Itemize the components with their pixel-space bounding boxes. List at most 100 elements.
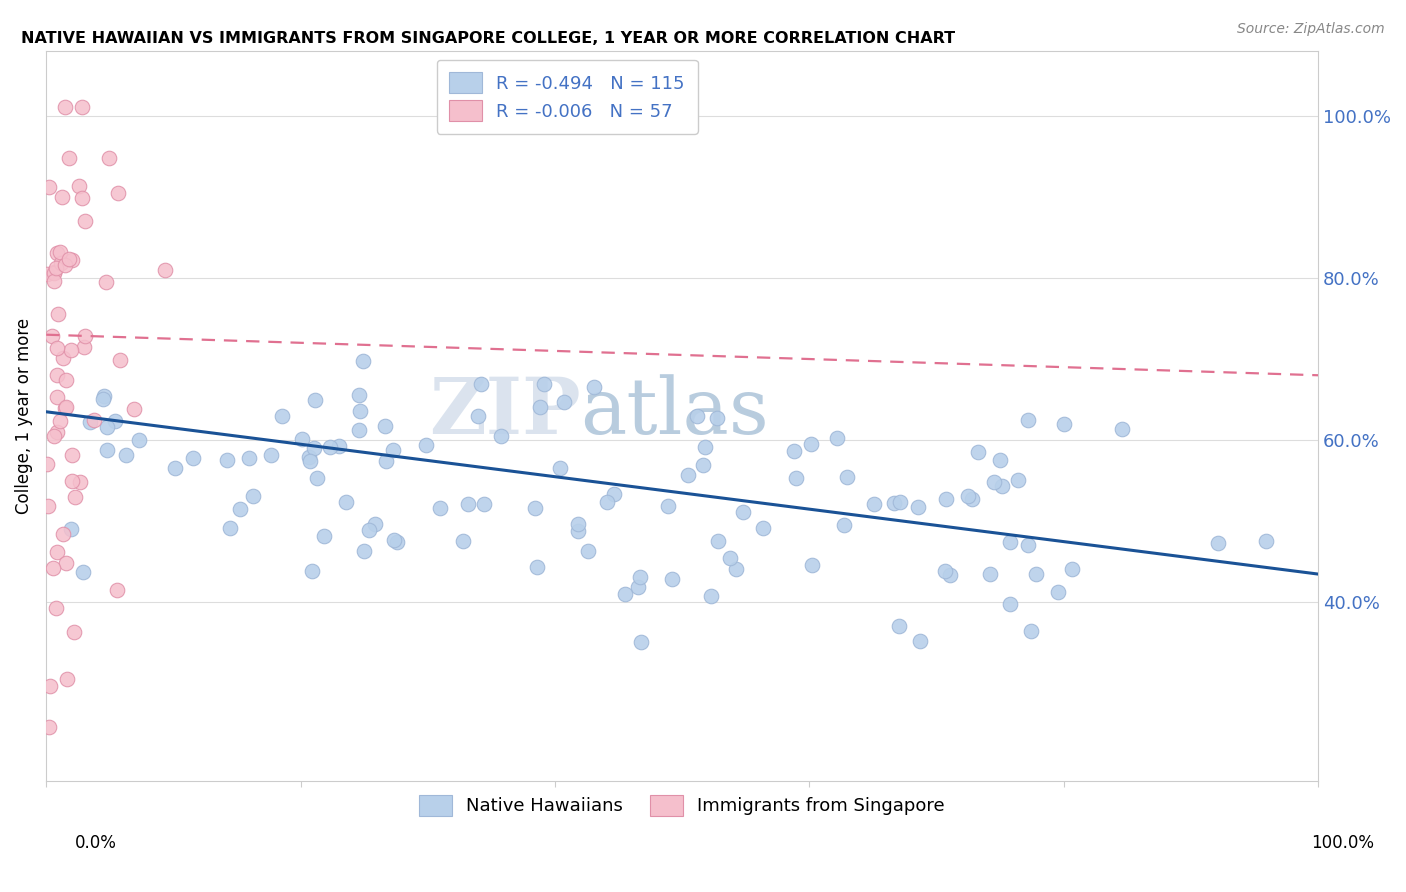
Point <box>939 568 962 582</box>
Point <box>349 404 371 418</box>
Point <box>457 497 479 511</box>
Point <box>37 457 59 471</box>
Point <box>451 533 474 548</box>
Point <box>908 633 931 648</box>
Point <box>53 100 76 114</box>
Point <box>39 679 62 693</box>
Point <box>529 400 551 414</box>
Point <box>827 431 849 445</box>
Point <box>302 441 325 455</box>
Point <box>785 471 807 485</box>
Point <box>298 450 321 464</box>
Point <box>55 373 77 387</box>
Text: NATIVE HAWAIIAN VS IMMIGRANTS FROM SINGAPORE COLLEGE, 1 YEAR OR MORE CORRELATION: NATIVE HAWAIIAN VS IMMIGRANTS FROM SINGA… <box>21 31 955 46</box>
Point <box>707 533 730 548</box>
Point <box>319 440 342 454</box>
Point <box>533 377 555 392</box>
Point <box>347 424 370 438</box>
Point <box>979 566 1001 581</box>
Point <box>41 329 63 343</box>
Point <box>70 191 93 205</box>
Point <box>429 500 451 515</box>
Point <box>181 450 204 465</box>
Point <box>45 260 67 275</box>
Point <box>260 448 283 462</box>
Point <box>44 266 66 280</box>
Point <box>79 415 101 429</box>
Point <box>582 380 605 394</box>
Point <box>219 520 242 534</box>
Point <box>46 307 69 321</box>
Point <box>163 461 186 475</box>
Point <box>242 489 264 503</box>
Point <box>960 492 983 507</box>
Point <box>51 256 73 270</box>
Point <box>37 499 59 513</box>
Point <box>630 570 652 584</box>
Point <box>700 589 723 603</box>
Point <box>567 524 589 538</box>
Point <box>94 275 117 289</box>
Point <box>627 580 650 594</box>
Point <box>69 475 91 489</box>
Point <box>60 474 83 488</box>
Point <box>91 392 114 407</box>
Point <box>957 490 980 504</box>
Point <box>353 544 375 558</box>
Point <box>314 529 336 543</box>
Point <box>45 601 67 615</box>
Point <box>1111 421 1133 435</box>
Point <box>630 635 652 649</box>
Text: 100.0%: 100.0% <box>1312 834 1374 852</box>
Point <box>801 558 824 573</box>
Point <box>335 495 357 509</box>
Point <box>832 517 855 532</box>
Point <box>97 151 120 165</box>
Point <box>1060 562 1083 576</box>
Point <box>291 432 314 446</box>
Point <box>215 452 238 467</box>
Point <box>107 186 129 200</box>
Point <box>96 443 118 458</box>
Point <box>60 252 83 267</box>
Point <box>1019 624 1042 639</box>
Point <box>58 151 80 165</box>
Point <box>692 458 714 472</box>
Point <box>661 572 683 586</box>
Point <box>347 387 370 401</box>
Point <box>1256 534 1278 549</box>
Point <box>304 393 326 408</box>
Point <box>934 564 956 578</box>
Point <box>578 544 600 558</box>
Point <box>752 521 775 535</box>
Point <box>567 516 589 531</box>
Point <box>613 587 636 601</box>
Point <box>657 499 679 513</box>
Point <box>299 454 322 468</box>
Point <box>374 454 396 468</box>
Point <box>238 451 260 466</box>
Point <box>38 179 60 194</box>
Point <box>83 413 105 427</box>
Point <box>229 501 252 516</box>
Point <box>524 501 547 516</box>
Point <box>271 409 294 423</box>
Text: Source: ZipAtlas.com: Source: ZipAtlas.com <box>1237 22 1385 37</box>
Point <box>45 425 67 439</box>
Point <box>470 377 492 392</box>
Point <box>603 487 626 501</box>
Point <box>1025 567 1047 582</box>
Point <box>863 497 886 511</box>
Point <box>58 252 80 266</box>
Point <box>45 341 67 355</box>
Point <box>45 246 67 260</box>
Point <box>800 436 823 450</box>
Point <box>1000 535 1022 549</box>
Point <box>783 444 806 458</box>
Point <box>55 258 77 272</box>
Point <box>706 411 728 425</box>
Point <box>72 565 94 579</box>
Point <box>153 262 176 277</box>
Text: ZIP: ZIP <box>429 374 581 450</box>
Point <box>387 534 409 549</box>
